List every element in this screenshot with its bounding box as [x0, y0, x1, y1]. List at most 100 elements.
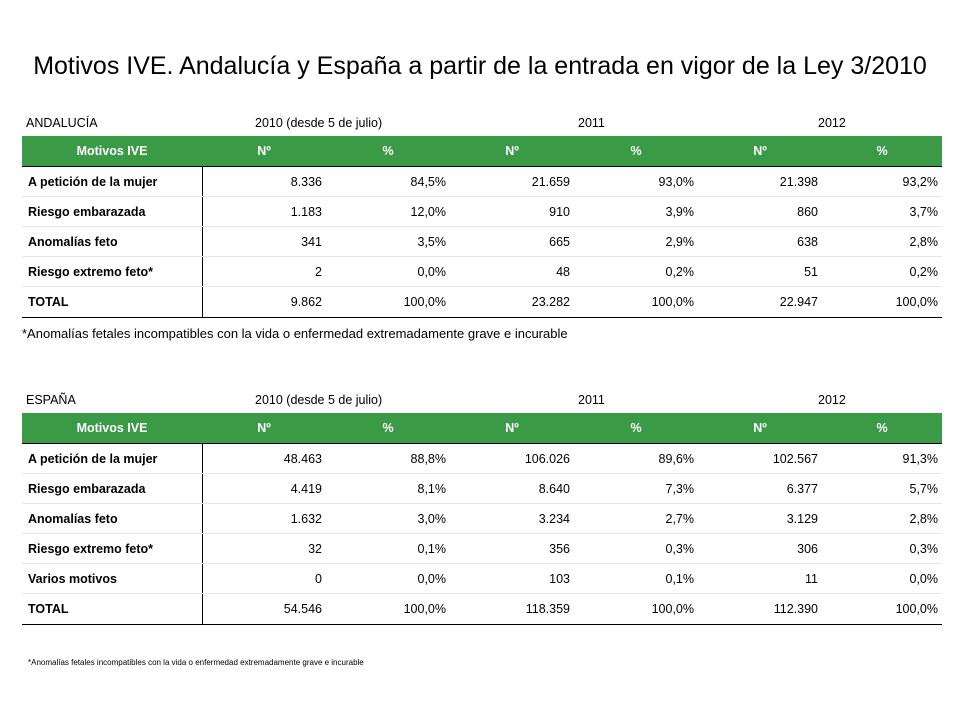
row-label-cell: TOTAL: [22, 593, 203, 625]
row-label-cell: Riesgo extremo feto*: [22, 533, 203, 564]
row-label-cell: Anomalías feto: [22, 503, 203, 534]
row-label-cell: Varios motivos: [22, 563, 203, 594]
row-label-cell: Riesgo extremo feto*: [22, 256, 203, 287]
value-cell: 21.398: [698, 166, 822, 197]
value-cell: 118.359: [450, 593, 574, 625]
header-num-2012: Nº: [698, 136, 822, 167]
value-cell: 5,7%: [822, 473, 942, 504]
value-cell: 84,5%: [326, 166, 450, 197]
value-cell: 341: [202, 226, 326, 257]
year-label-2011: 2011: [578, 116, 605, 130]
andalucia-footnote: *Anomalías fetales incompatibles con la …: [22, 326, 568, 341]
region-label: ANDALUCÍA: [26, 116, 98, 130]
espana-section: ESPAÑA 2010 (desde 5 de julio) 2011 2012…: [22, 393, 942, 625]
espana-footnote: *Anomalías fetales incompatibles con la …: [28, 658, 364, 667]
value-cell: 100,0%: [574, 286, 698, 318]
value-cell: 89,6%: [574, 443, 698, 474]
header-pct-2010: %: [326, 413, 450, 444]
andalucia-section: ANDALUCÍA 2010 (desde 5 de julio) 2011 2…: [22, 116, 942, 343]
total-row: TOTAL 9.862 100,0% 23.282 100,0% 22.947 100,0%: [22, 286, 942, 318]
value-cell: 7,3%: [574, 473, 698, 504]
andalucia-year-header: ANDALUCÍA 2010 (desde 5 de julio) 2011 2…: [22, 116, 942, 136]
value-cell: 2,9%: [574, 226, 698, 257]
row-label-cell: Anomalías feto: [22, 226, 203, 257]
value-cell: 3,7%: [822, 196, 942, 227]
header-num-2012: Nº: [698, 413, 822, 444]
value-cell: 0: [202, 563, 326, 594]
table-row: Anomalías feto 341 3,5% 665 2,9% 638 2,8%: [22, 226, 942, 257]
value-cell: 1.183: [202, 196, 326, 227]
value-cell: 3,9%: [574, 196, 698, 227]
value-cell: 0,3%: [822, 533, 942, 564]
value-cell: 860: [698, 196, 822, 227]
year-label-2010: 2010 (desde 5 de julio): [255, 393, 383, 407]
total-row: TOTAL 54.546 100,0% 118.359 100,0% 112.390 100…: [22, 593, 942, 625]
table-row: A petición de la mujer 8.336 84,5% 21.659 93…: [22, 166, 942, 197]
table-row: Varios motivos 0 0,0% 103 0,1% 11 0,0%: [22, 563, 942, 594]
header-pct-2010: %: [326, 136, 450, 167]
header-pct-2011: %: [574, 136, 698, 167]
value-cell: 54.546: [202, 593, 326, 625]
value-cell: 2: [202, 256, 326, 287]
header-num-2011: Nº: [450, 413, 574, 444]
value-cell: 0,0%: [326, 256, 450, 287]
value-cell: 2,8%: [822, 226, 942, 257]
value-cell: 51: [698, 256, 822, 287]
value-cell: 2,7%: [574, 503, 698, 534]
value-cell: 11: [698, 563, 822, 594]
header-motivos: Motivos IVE: [22, 136, 202, 167]
header-pct-2011: %: [574, 413, 698, 444]
value-cell: 48.463: [202, 443, 326, 474]
year-label-2011: 2011: [578, 393, 605, 407]
header-num-2010: Nº: [202, 413, 326, 444]
table-row: A petición de la mujer 48.463 88,8% 106.026…: [22, 443, 942, 474]
row-label-cell: Riesgo embarazada: [22, 473, 203, 504]
value-cell: 306: [698, 533, 822, 564]
value-cell: 0,1%: [326, 533, 450, 564]
value-cell: 22.947: [698, 286, 822, 318]
value-cell: 3.129: [698, 503, 822, 534]
value-cell: 48: [450, 256, 574, 287]
row-label-cell: A petición de la mujer: [22, 166, 203, 197]
value-cell: 91,3%: [822, 443, 942, 474]
table-row: Anomalías feto 1.632 3,0% 3.234 2,7% 3.129 2,8…: [22, 503, 942, 534]
value-cell: 8,1%: [326, 473, 450, 504]
value-cell: 0,2%: [574, 256, 698, 287]
header-pct-2012: %: [822, 413, 942, 444]
value-cell: 3,0%: [326, 503, 450, 534]
row-label-cell: TOTAL: [22, 286, 203, 318]
espana-year-header: ESPAÑA 2010 (desde 5 de julio) 2011 2012: [22, 393, 942, 413]
value-cell: 102.567: [698, 443, 822, 474]
value-cell: 638: [698, 226, 822, 257]
row-label-cell: A petición de la mujer: [22, 443, 203, 474]
value-cell: 106.026: [450, 443, 574, 474]
value-cell: 356: [450, 533, 574, 564]
header-num-2011: Nº: [450, 136, 574, 167]
table-row: Riesgo extremo feto* 2 0,0% 48 0,2% 51 0,2%: [22, 256, 942, 287]
value-cell: 2,8%: [822, 503, 942, 534]
table-row: Riesgo embarazada 1.183 12,0% 910 3,9% 860 3,7…: [22, 196, 942, 227]
region-label: ESPAÑA: [26, 393, 76, 407]
value-cell: 23.282: [450, 286, 574, 318]
value-cell: 3,5%: [326, 226, 450, 257]
value-cell: 93,0%: [574, 166, 698, 197]
year-label-2012: 2012: [818, 116, 846, 130]
value-cell: 100,0%: [326, 286, 450, 318]
value-cell: 100,0%: [574, 593, 698, 625]
value-cell: 21.659: [450, 166, 574, 197]
header-pct-2012: %: [822, 136, 942, 167]
value-cell: 6.377: [698, 473, 822, 504]
value-cell: 1.632: [202, 503, 326, 534]
value-cell: 103: [450, 563, 574, 594]
value-cell: 910: [450, 196, 574, 227]
value-cell: 8.336: [202, 166, 326, 197]
value-cell: 665: [450, 226, 574, 257]
value-cell: 93,2%: [822, 166, 942, 197]
value-cell: 88,8%: [326, 443, 450, 474]
value-cell: 0,0%: [326, 563, 450, 594]
value-cell: 0,2%: [822, 256, 942, 287]
row-label-cell: Riesgo embarazada: [22, 196, 203, 227]
espana-table: Motivos IVE Nº % Nº % Nº % A petición de…: [22, 413, 942, 625]
value-cell: 9.862: [202, 286, 326, 318]
page-title: Motivos IVE. Andalucía y España a partir…: [33, 52, 927, 80]
